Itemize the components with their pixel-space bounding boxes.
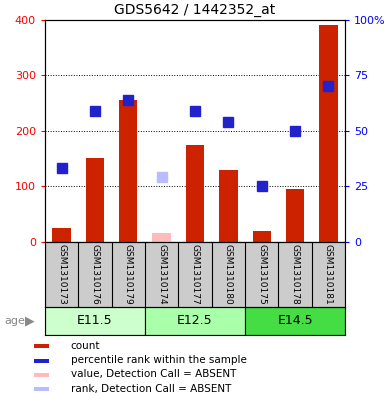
FancyBboxPatch shape <box>34 358 49 362</box>
Text: count: count <box>71 341 100 351</box>
Text: GSM1310181: GSM1310181 <box>324 244 333 305</box>
Text: GSM1310175: GSM1310175 <box>257 244 266 305</box>
Text: ▶: ▶ <box>25 314 35 327</box>
Bar <box>45 307 145 335</box>
Bar <box>145 307 245 335</box>
FancyBboxPatch shape <box>34 387 49 391</box>
Bar <box>286 189 304 242</box>
Text: GSM1310180: GSM1310180 <box>224 244 233 305</box>
Bar <box>253 231 271 242</box>
Bar <box>86 158 104 242</box>
Text: value, Detection Call = ABSENT: value, Detection Call = ABSENT <box>71 369 236 380</box>
Text: GSM1310176: GSM1310176 <box>90 244 99 305</box>
Text: rank, Detection Call = ABSENT: rank, Detection Call = ABSENT <box>71 384 231 393</box>
Bar <box>319 25 338 242</box>
Bar <box>245 307 345 335</box>
Text: GSM1310179: GSM1310179 <box>124 244 133 305</box>
FancyBboxPatch shape <box>34 373 49 377</box>
Text: percentile rank within the sample: percentile rank within the sample <box>71 355 247 365</box>
Bar <box>219 169 238 242</box>
Bar <box>119 100 137 242</box>
Text: age: age <box>4 316 25 326</box>
Text: GSM1310178: GSM1310178 <box>291 244 300 305</box>
Text: E14.5: E14.5 <box>277 314 313 327</box>
FancyBboxPatch shape <box>34 344 49 348</box>
Bar <box>152 233 171 242</box>
Text: E12.5: E12.5 <box>177 314 213 327</box>
Text: GSM1310177: GSM1310177 <box>190 244 200 305</box>
Text: E11.5: E11.5 <box>77 314 113 327</box>
Bar <box>52 228 71 242</box>
Title: GDS5642 / 1442352_at: GDS5642 / 1442352_at <box>114 3 276 17</box>
Text: GSM1310173: GSM1310173 <box>57 244 66 305</box>
Text: GSM1310174: GSM1310174 <box>157 244 166 304</box>
Bar <box>186 145 204 242</box>
